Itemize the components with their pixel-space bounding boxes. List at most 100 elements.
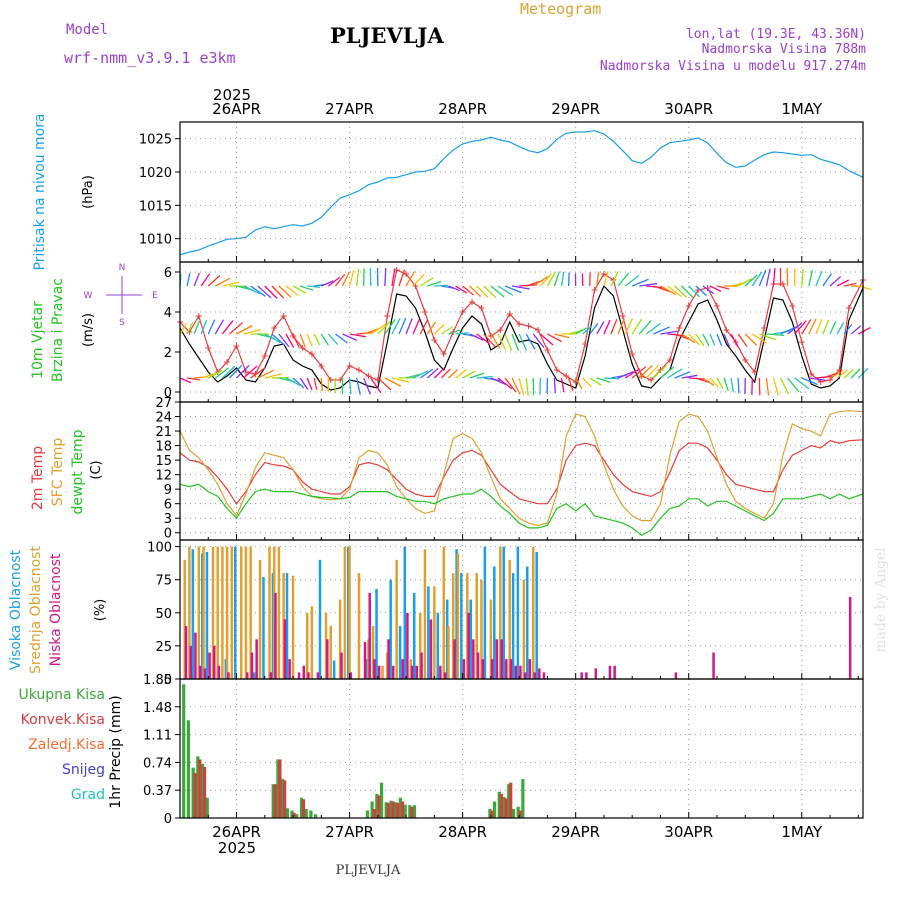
wind-arrow: [822, 372, 838, 379]
wind-gust-marker: [308, 351, 315, 357]
wind-arrow: [546, 271, 556, 287]
wind-arrow: [313, 377, 318, 391]
wind-arrow: [342, 333, 358, 342]
clouds-bar: [252, 672, 256, 679]
wind-arrow: [349, 333, 366, 338]
wind-arrow: [808, 269, 814, 287]
clouds-bar: [348, 546, 351, 679]
clouds-bar: [469, 599, 472, 679]
clouds-bar: [514, 665, 517, 679]
precip-bar: [301, 799, 306, 818]
wind-arrow: [222, 281, 240, 287]
clouds-bar: [233, 546, 237, 679]
clouds-bar: [365, 659, 369, 679]
wind-gust-marker: [582, 341, 589, 347]
wind-gust-marker: [469, 299, 476, 305]
wind-arrow: [391, 377, 410, 383]
wind-arrow: [709, 285, 722, 292]
temperature-series-line: [179, 410, 864, 527]
clouds-bar: [410, 665, 414, 679]
wind-gust-marker: [233, 343, 240, 349]
wind-arrow: [518, 377, 525, 396]
clouds-bar: [608, 665, 612, 679]
wind-arrow: [624, 318, 634, 335]
wind-arrow: [858, 285, 872, 291]
clouds-bar: [532, 546, 535, 679]
precip-bar: [400, 801, 404, 818]
precip-bar: [509, 782, 513, 818]
clouds-bar: [268, 546, 271, 679]
wind-arrow: [744, 274, 758, 287]
precip-bar: [314, 814, 318, 818]
wind-gust-marker: [242, 369, 249, 375]
precip-bar: [504, 798, 508, 818]
clouds-bar: [377, 665, 381, 679]
precip-bar: [202, 766, 207, 818]
clouds-bar: [227, 672, 230, 679]
wind-gust-marker: [355, 367, 362, 373]
wind-arrow: [384, 268, 387, 287]
wind-arrow: [221, 320, 234, 335]
wind-arrow: [419, 277, 434, 287]
clouds-bar: [535, 551, 538, 679]
pressure-ytick-label: 1015: [139, 199, 172, 214]
precip-bar: [408, 805, 412, 818]
precip-title: 1hr Precip (mm): [108, 695, 124, 808]
wind-arrow: [292, 285, 307, 294]
wind-arrow: [307, 285, 321, 288]
wind-arrow: [490, 377, 507, 386]
year-bottom: 2025: [218, 839, 256, 857]
temp-unit: (C): [89, 460, 104, 479]
clouds-bar: [848, 596, 852, 679]
clouds-bar: [483, 546, 487, 679]
clouds-bar: [495, 639, 499, 679]
clouds-bar: [288, 659, 291, 679]
clouds-ytick-label: 0: [164, 673, 172, 688]
wind-arrow: [829, 276, 842, 287]
wind-arrow: [476, 333, 490, 345]
clouds-bar: [274, 592, 277, 679]
wind-arrow: [638, 320, 652, 335]
wind-arrow: [426, 367, 439, 379]
wind-arrow: [681, 374, 698, 379]
clouds-bar: [712, 652, 715, 679]
clouds-bar: [466, 573, 469, 679]
day-label-bottom: 1MAY: [781, 823, 823, 841]
precip-bar: [384, 802, 388, 818]
wind-arrow: [455, 369, 467, 379]
precip-bar: [398, 797, 402, 818]
wind-arrow: [221, 365, 236, 379]
wind-arrow: [639, 282, 658, 287]
clouds-bar: [203, 668, 207, 679]
temperature-ytick-label: 6: [164, 498, 172, 513]
precip-bar: [276, 759, 280, 818]
precip-bar: [521, 778, 525, 818]
wind-arrow: [737, 278, 753, 287]
precip-bar: [511, 808, 516, 818]
wind-arrow: [207, 274, 221, 287]
clouds-bar: [272, 546, 276, 679]
wind-arrow: [582, 377, 592, 388]
clouds-bar: [427, 586, 430, 679]
clouds-bar: [198, 665, 202, 679]
wind-arrow: [497, 285, 514, 296]
clouds-bar: [472, 639, 475, 679]
day-label-bottom: 26APR: [212, 823, 261, 841]
clouds-bar: [375, 588, 378, 679]
wind-ytick-label: 6: [164, 266, 172, 281]
wind-arrow: [356, 377, 361, 395]
wind-arrow: [271, 333, 286, 346]
wind-arrow: [582, 325, 593, 335]
clouds-bar: [451, 573, 455, 679]
wind-arrow: [822, 319, 830, 335]
wind-arrow: [292, 377, 305, 389]
wind-arrow: [836, 322, 845, 335]
wind-arrow: [723, 377, 729, 392]
wind-unit: (m/s): [81, 313, 96, 347]
precip-bar: [191, 767, 195, 818]
wind-arrow: [660, 330, 678, 335]
wind-arrow: [179, 323, 187, 335]
clouds-bar: [476, 652, 480, 679]
wind-arrow: [440, 368, 451, 379]
footer-station: PLJEVLJA: [336, 863, 401, 878]
